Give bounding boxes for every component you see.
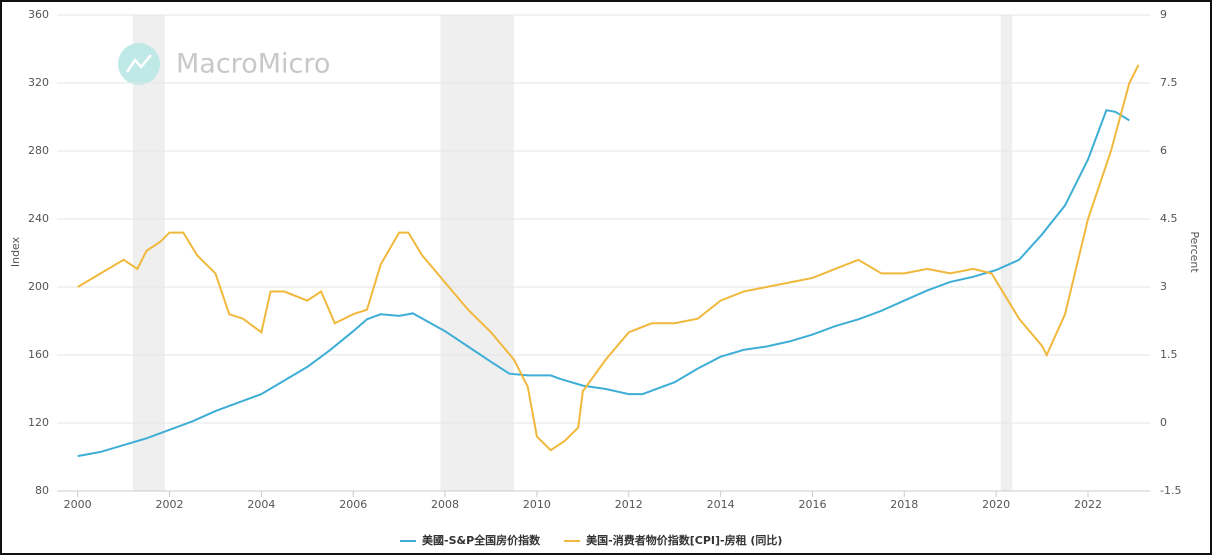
x-tick-label: 2008 — [431, 498, 459, 511]
series-line — [77, 109, 1130, 458]
y2-tick-label: 9 — [1160, 8, 1167, 21]
x-tick-label: 2018 — [890, 498, 918, 511]
legend: 美國-S&P全国房价指数 美国-消费者物价指数[CPI]-房租 (同比) — [400, 533, 782, 547]
shaded-range — [1000, 15, 1013, 491]
y-tick-label: 120 — [28, 416, 49, 429]
y-tick-label: 360 — [28, 8, 49, 21]
y-tick-label: 320 — [28, 76, 49, 89]
watermark-logo-line — [125, 54, 152, 73]
x-tick-label: 2012 — [615, 498, 643, 511]
y2-tick-label: -1.5 — [1160, 484, 1181, 497]
y-tick-label: 240 — [28, 212, 49, 225]
y-tick-label: 200 — [28, 280, 49, 293]
x-tick-label: 2000 — [64, 498, 92, 511]
legend-label: 美国-消费者物价指数[CPI]-房租 (同比) — [586, 533, 782, 547]
x-tick-label: 2016 — [798, 498, 826, 511]
y2-tick-label: 0 — [1160, 416, 1167, 429]
y-tick-label: 160 — [28, 348, 49, 361]
series-line — [77, 64, 1140, 452]
y2-tick-label: 7.5 — [1160, 76, 1178, 89]
shaded-range — [440, 15, 514, 491]
y2-tick-label: 3 — [1160, 280, 1167, 293]
y-tick-label: 80 — [35, 484, 49, 497]
y2-tick-label: 4.5 — [1160, 212, 1178, 225]
legend-label: 美國-S&P全国房价指数 — [422, 533, 541, 547]
x-tick-label: 2004 — [247, 498, 275, 511]
watermark: MacroMicro — [118, 43, 330, 85]
x-tick-label: 2010 — [523, 498, 551, 511]
y-tick-label: 280 — [28, 144, 49, 157]
y2-tick-label: 1.5 — [1160, 348, 1178, 361]
y2-tick-label: 6 — [1160, 144, 1167, 157]
watermark-text: MacroMicro — [176, 49, 330, 80]
x-tick-label: 2002 — [156, 498, 184, 511]
x-tick-label: 2014 — [707, 498, 735, 511]
x-tick-label: 2006 — [339, 498, 367, 511]
x-tick-label: 2022 — [1074, 498, 1102, 511]
y-axis-title: Index — [9, 236, 22, 267]
y2-axis-title: Percent — [1188, 231, 1201, 273]
x-tick-label: 2020 — [982, 498, 1010, 511]
shaded-range — [132, 15, 165, 491]
